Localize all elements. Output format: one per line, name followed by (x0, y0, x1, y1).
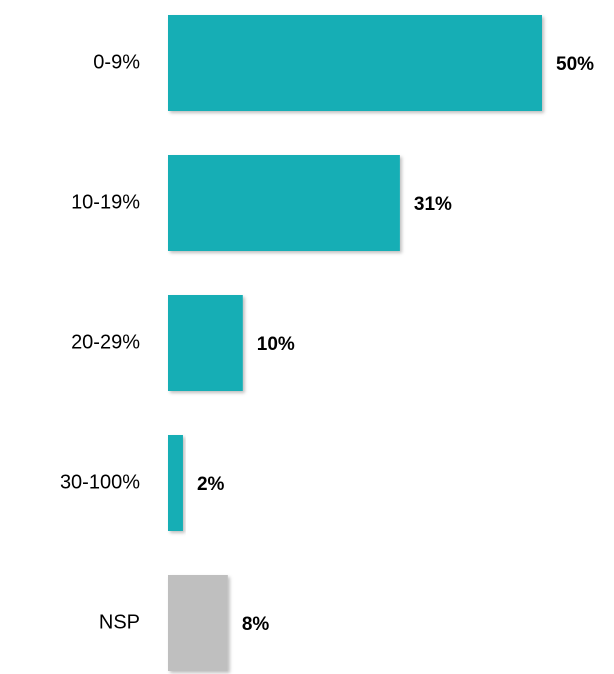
value-label: 31% (414, 194, 452, 215)
value-label: 50% (556, 54, 594, 75)
category-label: 0-9% (93, 51, 140, 73)
value-label: 10% (257, 334, 295, 355)
bar (168, 435, 183, 531)
category-label: 20-29% (71, 331, 140, 353)
category-label: 10-19% (71, 191, 140, 213)
category-label: 30-100% (60, 471, 140, 493)
bar (168, 295, 243, 391)
bar (168, 15, 542, 111)
value-label: 2% (197, 474, 225, 495)
value-label: 8% (242, 614, 270, 635)
bar (168, 575, 228, 671)
category-label: NSP (99, 611, 140, 633)
bar (168, 155, 400, 251)
